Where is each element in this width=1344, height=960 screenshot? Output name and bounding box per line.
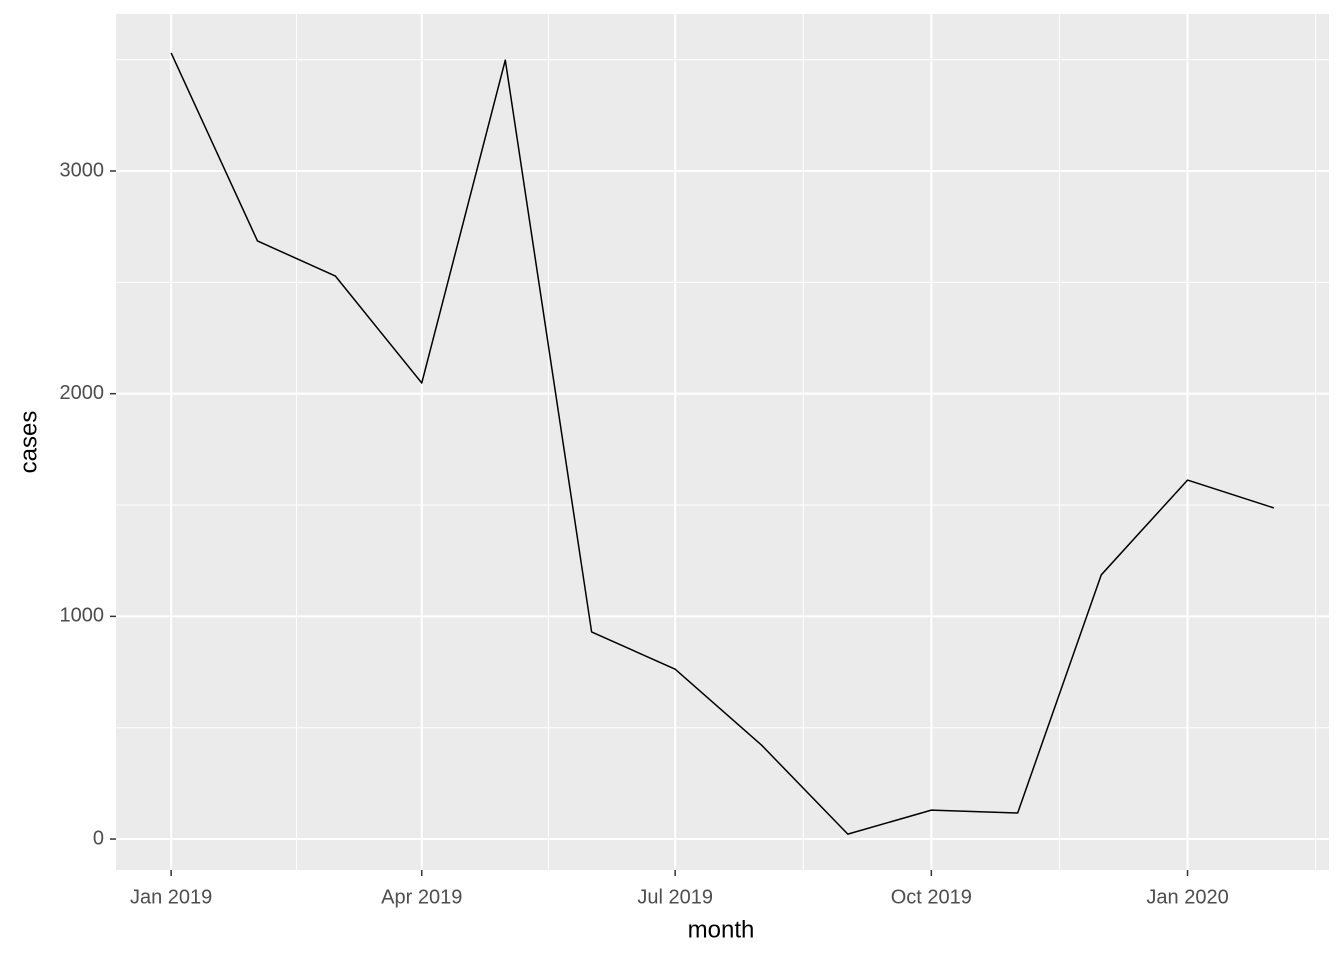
line — [170, 52, 1275, 835]
y-tick-label: 0 — [93, 827, 104, 849]
y-tick-label: 3000 — [60, 159, 105, 181]
x-axis-title: month — [688, 916, 755, 943]
x-tick-label: Jan 2020 — [1146, 886, 1228, 908]
marks — [170, 52, 1275, 835]
x-tick-label: Jul 2019 — [637, 886, 713, 908]
plot-background — [116, 14, 1329, 870]
y-axis-title: cases — [15, 411, 42, 474]
x-tick-label: Apr 2019 — [381, 886, 462, 908]
x-tick-label: Jan 2019 — [130, 886, 212, 908]
y-tick-label: 2000 — [60, 382, 105, 404]
grid — [116, 14, 1329, 870]
x-tick-label: Oct 2019 — [891, 886, 972, 908]
y-tick-label: 1000 — [60, 605, 105, 627]
